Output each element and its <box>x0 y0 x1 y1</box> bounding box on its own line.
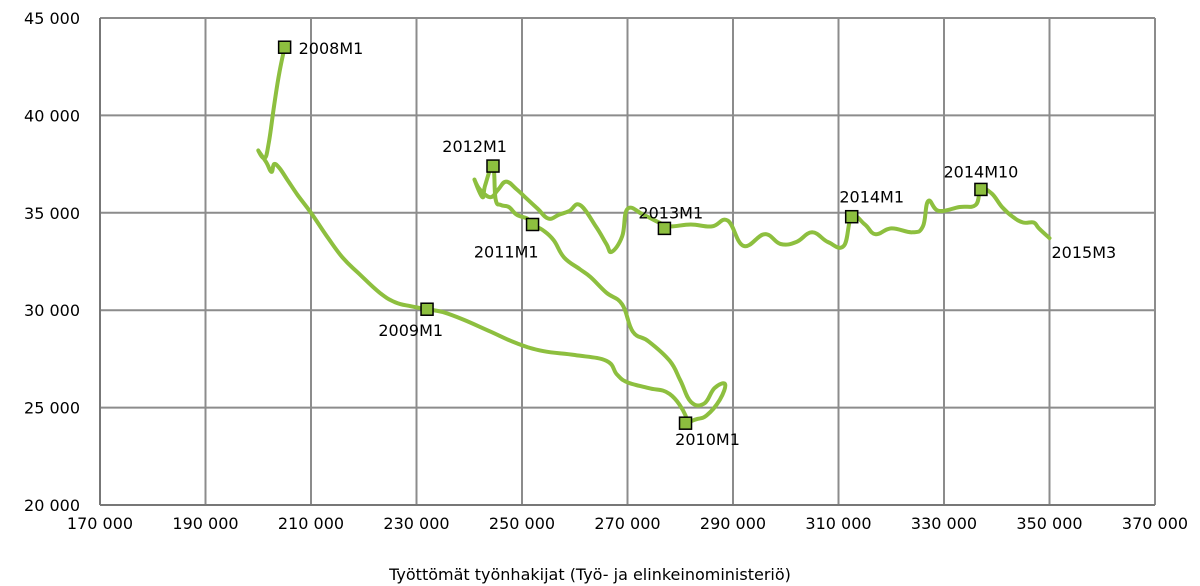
markers <box>277 40 988 430</box>
data-marker <box>678 416 693 430</box>
x-tick-label: 370 000 <box>1122 514 1188 533</box>
x-tick-label: 230 000 <box>383 514 449 533</box>
point-labels: 2008M1 2009M1 2010M1 2011M1 2012M1 2013M1 2014… <box>299 39 1117 449</box>
point-label: 2010M1 <box>675 430 740 449</box>
x-tick-label: 330 000 <box>911 514 977 533</box>
x-tick-label: 270 000 <box>594 514 660 533</box>
point-label: 2013M1 <box>638 203 703 222</box>
point-label: 2008M1 <box>299 39 364 58</box>
point-label: 2014M1 <box>839 188 904 207</box>
y-tick-label: 25 000 <box>24 399 80 418</box>
data-marker <box>974 182 988 197</box>
x-tick-label: 350 000 <box>1016 514 1082 533</box>
data-marker <box>657 221 672 236</box>
x-tick-label: 290 000 <box>700 514 766 533</box>
y-tick-label: 20 000 <box>24 496 80 515</box>
data-marker <box>525 217 540 232</box>
x-tick-label: 310 000 <box>805 514 871 533</box>
point-label: 2015M3 <box>1052 243 1117 262</box>
axes <box>99 18 1155 506</box>
point-label: 2011M1 <box>474 242 539 261</box>
data-marker <box>486 159 500 173</box>
x-axis-title: Työttömät työnhakijat (Työ- ja elinkeino… <box>388 565 791 584</box>
point-label: 2012M1 <box>442 137 507 156</box>
series-line <box>256 45 1052 426</box>
series-path <box>256 45 1052 426</box>
point-label: 2014M10 <box>943 162 1018 181</box>
grid <box>99 17 1156 506</box>
x-tick-label: 190 000 <box>172 514 238 533</box>
y-tick-label: 45 000 <box>24 9 80 28</box>
point-label: 2009M1 <box>378 321 443 340</box>
data-marker <box>420 302 434 316</box>
x-tick-label: 250 000 <box>489 514 555 533</box>
data-marker <box>277 40 292 54</box>
x-tick-label: 170 000 <box>67 514 133 533</box>
x-tick-label: 210 000 <box>278 514 344 533</box>
y-tick-label: 40 000 <box>24 106 80 125</box>
y-tick-label: 30 000 <box>24 301 80 320</box>
y-tick-label: 35 000 <box>24 204 80 223</box>
data-marker <box>844 209 859 224</box>
tick-labels: 170 000 190 000 210 000 230 000 250 000 270 0… <box>24 9 1188 533</box>
